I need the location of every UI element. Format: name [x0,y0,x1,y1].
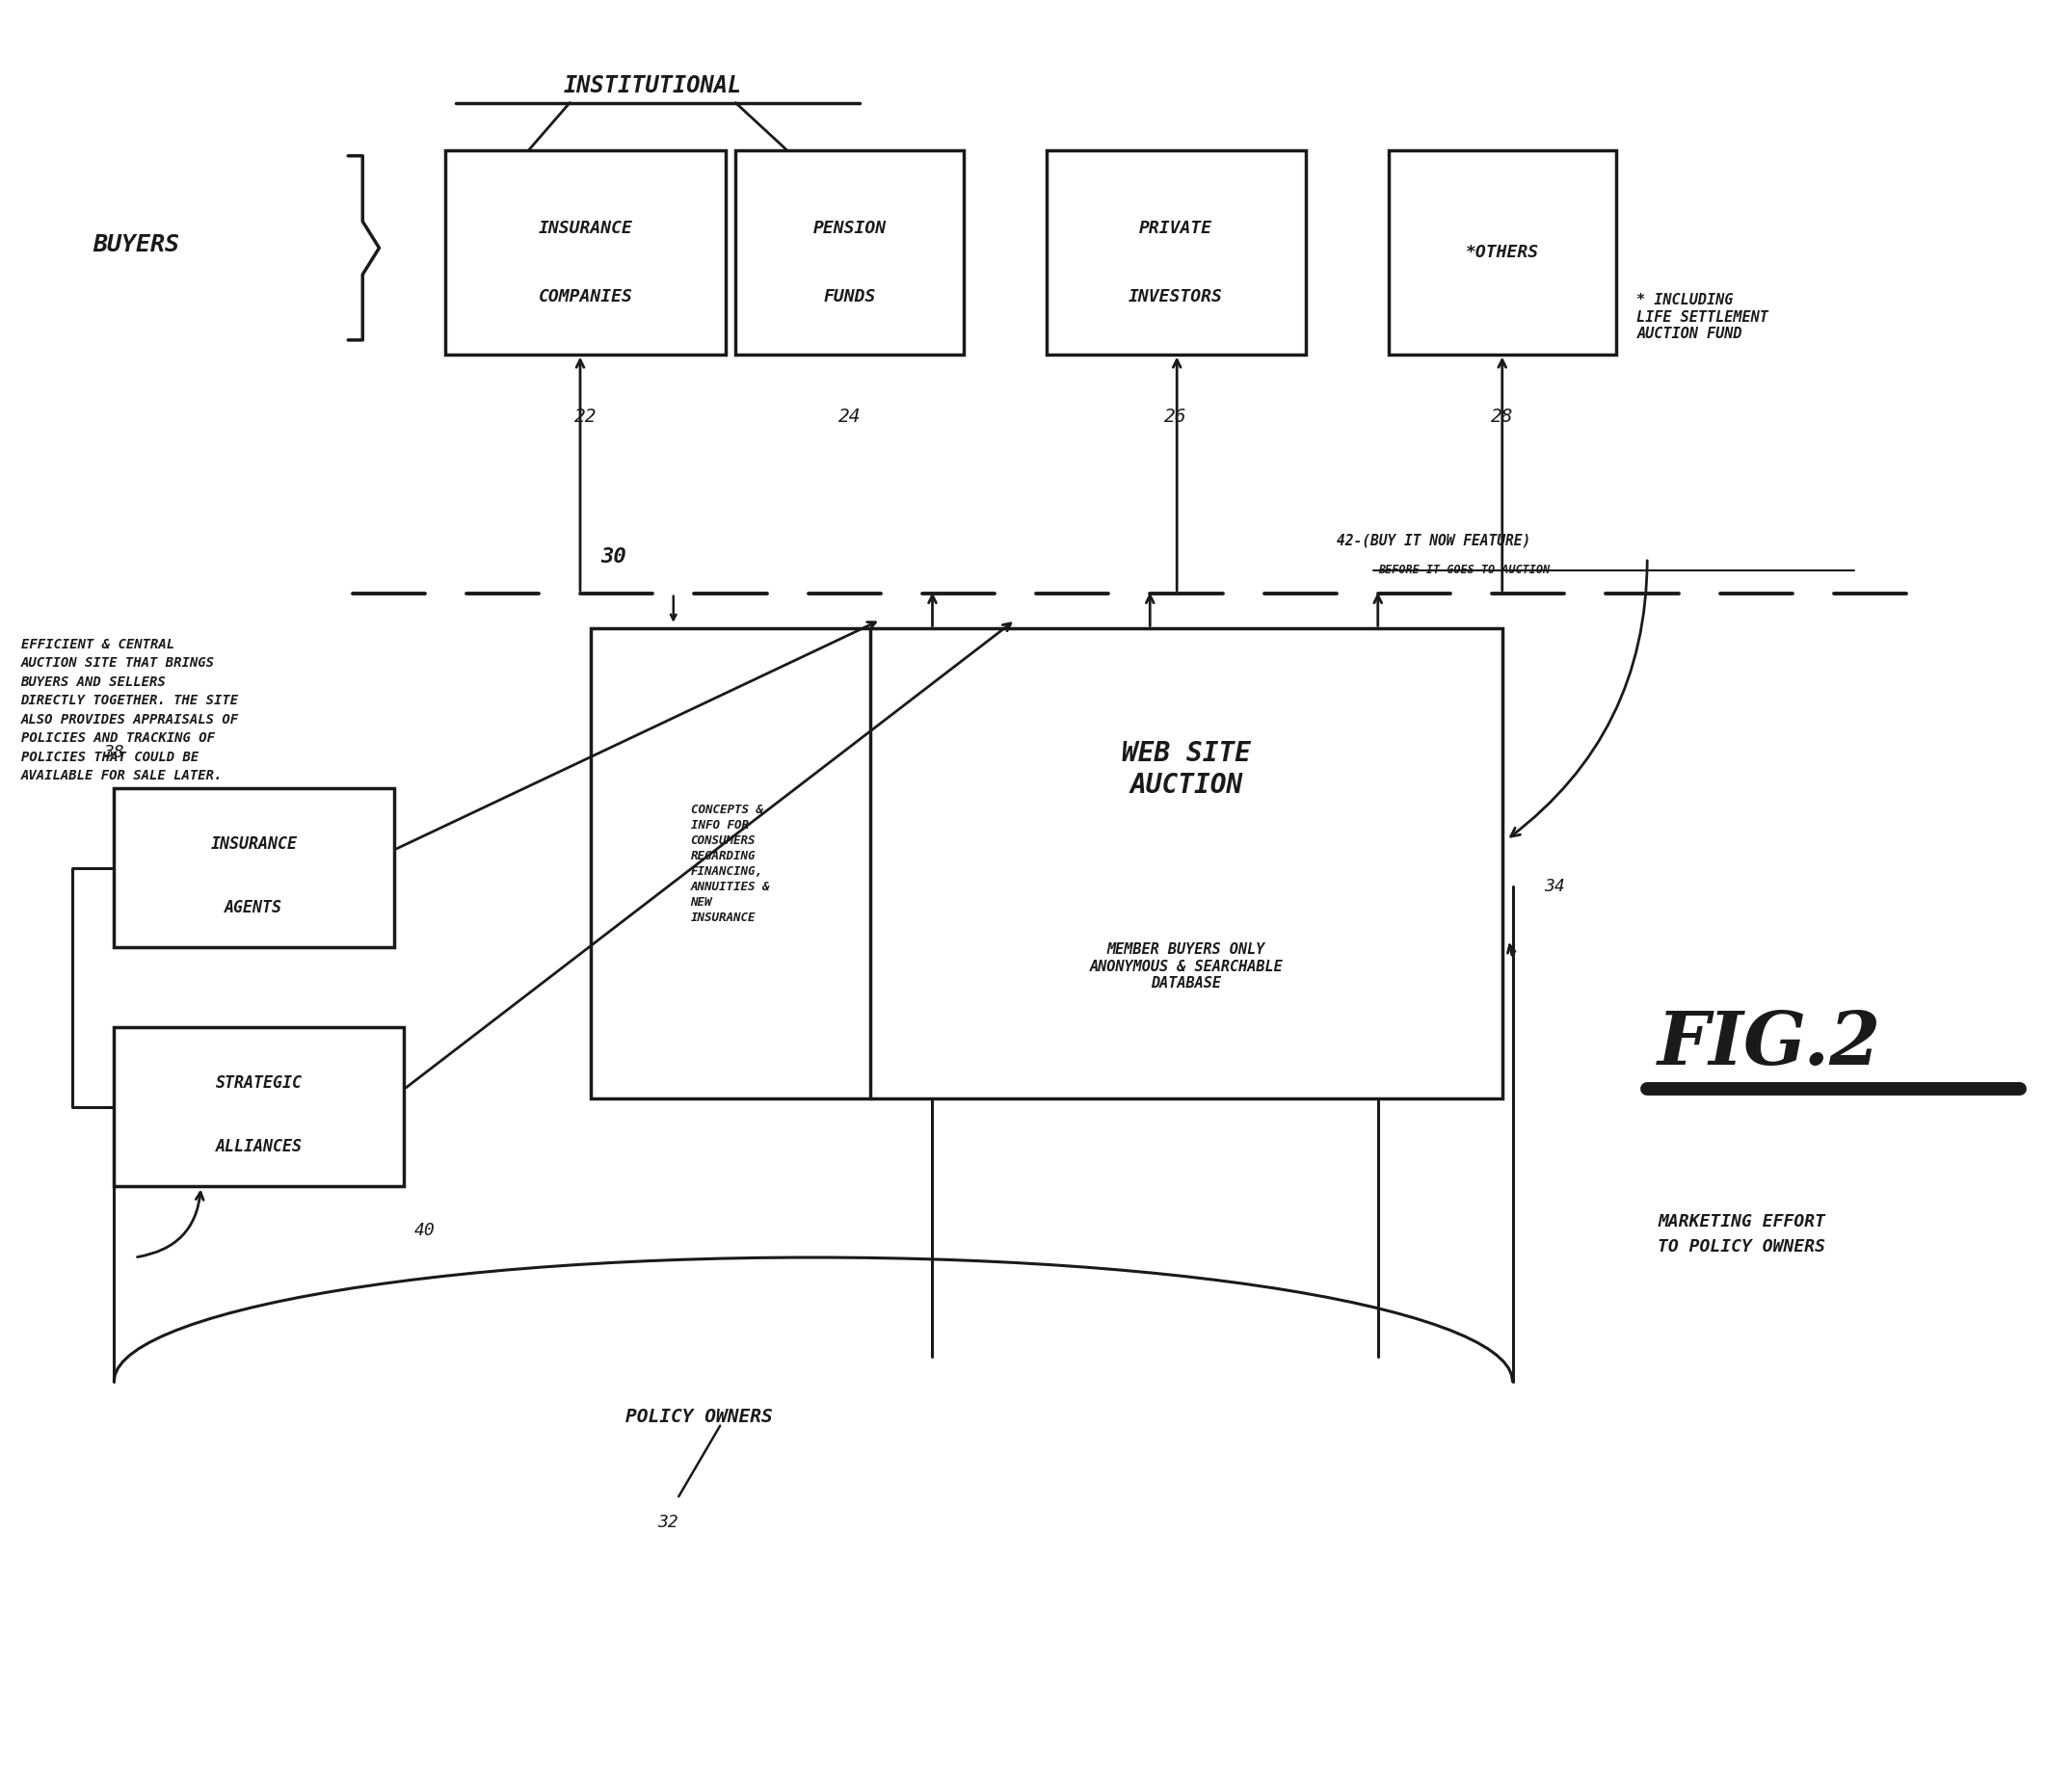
Text: FIG.2: FIG.2 [1658,1009,1881,1080]
Text: CONCEPTS &
INFO FOR
CONSUMERS
REGARDING
FINANCING,
ANNUITIES &
NEW
INSURANCE: CONCEPTS & INFO FOR CONSUMERS REGARDING … [690,802,771,924]
Text: 24: 24 [839,407,860,425]
Text: MARKETING EFFORT
TO POLICY OWNERS: MARKETING EFFORT TO POLICY OWNERS [1658,1213,1825,1256]
Text: 30: 30 [601,547,626,567]
Text: 38: 38 [104,744,124,762]
Text: BEFORE IT GOES TO AUCTION: BEFORE IT GOES TO AUCTION [1378,563,1550,577]
Text: FUNDS: FUNDS [823,289,876,306]
Text: 34: 34 [1544,878,1564,896]
Text: 32: 32 [657,1514,680,1532]
Text: INVESTORS: INVESTORS [1129,289,1222,306]
Text: *OTHERS: *OTHERS [1465,244,1539,260]
Text: EFFICIENT & CENTRAL
AUCTION SITE THAT BRINGS
BUYERS AND SELLERS
DIRECTLY TOGETHE: EFFICIENT & CENTRAL AUCTION SITE THAT BR… [21,638,238,783]
Text: PENSION: PENSION [812,220,887,237]
Text: 26: 26 [1164,407,1187,425]
Text: INSTITUTIONAL: INSTITUTIONAL [564,74,742,97]
Text: 42-(BUY IT NOW FEATURE): 42-(BUY IT NOW FEATURE) [1336,533,1531,547]
Text: AGENTS: AGENTS [226,900,282,916]
Text: STRATEGIC: STRATEGIC [215,1075,303,1091]
Text: 22: 22 [574,407,597,425]
Text: 28: 28 [1492,407,1513,425]
Text: POLICY OWNERS: POLICY OWNERS [626,1408,773,1426]
Text: MEMBER BUYERS ONLY
ANONYMOUS & SEARCHABLE
DATABASE: MEMBER BUYERS ONLY ANONYMOUS & SEARCHABL… [1090,942,1283,990]
Text: INSURANCE: INSURANCE [539,220,632,237]
Text: ALLIANCES: ALLIANCES [215,1139,303,1155]
Text: INSURANCE: INSURANCE [211,836,296,852]
Text: PRIVATE: PRIVATE [1140,220,1212,237]
Text: WEB SITE
AUCTION: WEB SITE AUCTION [1121,740,1251,799]
Text: * INCLUDING
LIFE SETTLEMENT
AUCTION FUND: * INCLUDING LIFE SETTLEMENT AUCTION FUND [1637,292,1769,342]
Text: COMPANIES: COMPANIES [539,289,632,306]
Text: 40: 40 [414,1222,435,1240]
Text: BUYERS: BUYERS [93,232,180,257]
